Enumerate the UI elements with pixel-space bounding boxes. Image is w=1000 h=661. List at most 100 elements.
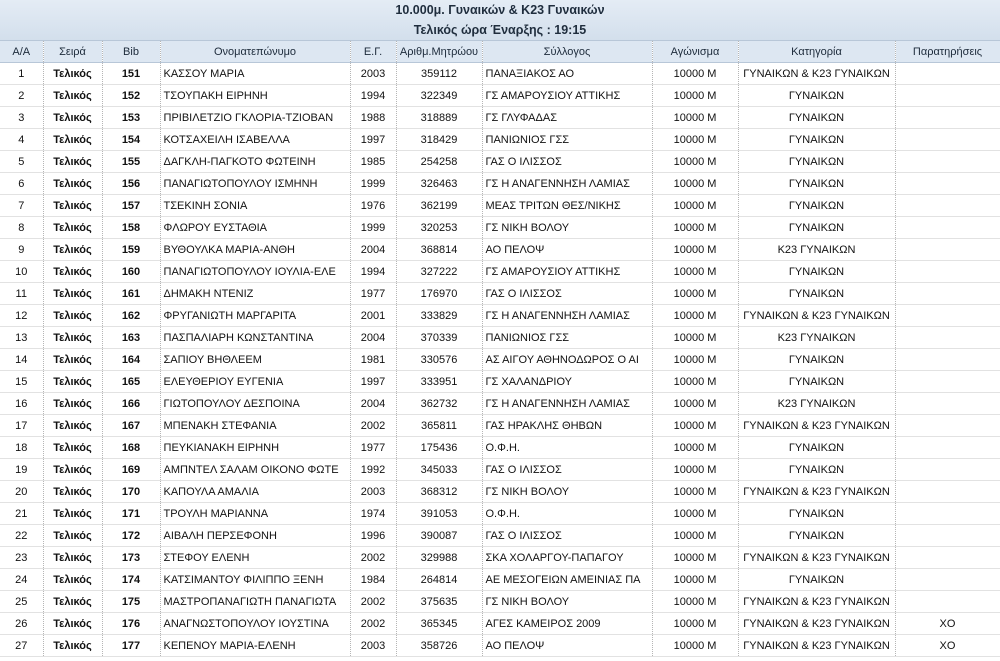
birth-year: 2002 bbox=[350, 547, 396, 569]
athlete-name: ΚΑΤΣΙΜΑΝΤΟΥ ΦΙΛΙΠΠΟ ΞΕΝΗ bbox=[160, 569, 350, 591]
notes bbox=[895, 415, 1000, 437]
athlete-name: ΔΑΓΚΛΗ-ΠΑΓΚΟΤΟ ΦΩΤΕΙΝΗ bbox=[160, 151, 350, 173]
event: 10000 M bbox=[652, 173, 738, 195]
heat: Τελικός bbox=[43, 481, 102, 503]
athlete-name: ΚΑΣΣΟΥ ΜΑΡΙΑ bbox=[160, 63, 350, 85]
athlete-name: ΚΕΠΕΝΟΥ ΜΑΡΙΑ-ΕΛΕΝΗ bbox=[160, 635, 350, 657]
notes bbox=[895, 195, 1000, 217]
category: ΓΥΝΑΙΚΩΝ & Κ23 ΓΥΝΑΙΚΩΝ bbox=[738, 415, 895, 437]
row-number: 18 bbox=[0, 437, 43, 459]
heat: Τελικός bbox=[43, 129, 102, 151]
bib: 154 bbox=[102, 129, 160, 151]
event: 10000 M bbox=[652, 569, 738, 591]
column-header: Αριθμ.Μητρώου bbox=[396, 41, 482, 63]
birth-year: 2003 bbox=[350, 63, 396, 85]
notes bbox=[895, 283, 1000, 305]
bib: 175 bbox=[102, 591, 160, 613]
club: ΓΑΣ Ο ΙΛΙΣΣΟΣ bbox=[482, 525, 652, 547]
notes bbox=[895, 107, 1000, 129]
registry-number: 320253 bbox=[396, 217, 482, 239]
bib: 170 bbox=[102, 481, 160, 503]
bib: 166 bbox=[102, 393, 160, 415]
heat: Τελικός bbox=[43, 371, 102, 393]
birth-year: 1996 bbox=[350, 525, 396, 547]
registry-number: 254258 bbox=[396, 151, 482, 173]
bib: 169 bbox=[102, 459, 160, 481]
report-header: 10.000μ. Γυναικών & Κ23 Γυναικών Τελικός… bbox=[0, 0, 1000, 41]
athlete-name: ΓΙΩΤΟΠΟΥΛΟΥ ΔΕΣΠΟΙΝΑ bbox=[160, 393, 350, 415]
registry-number: 329988 bbox=[396, 547, 482, 569]
club: ΓΑΣ Ο ΙΛΙΣΣΟΣ bbox=[482, 459, 652, 481]
notes bbox=[895, 459, 1000, 481]
row-number: 10 bbox=[0, 261, 43, 283]
notes bbox=[895, 327, 1000, 349]
event: 10000 M bbox=[652, 415, 738, 437]
row-number: 15 bbox=[0, 371, 43, 393]
registry-number: 318429 bbox=[396, 129, 482, 151]
club: ΓΣ Η ΑΝΑΓΕΝΝΗΣΗ ΛΑΜΙΑΣ bbox=[482, 305, 652, 327]
bib: 158 bbox=[102, 217, 160, 239]
table-row: 26Τελικός176ΑΝΑΓΝΩΣΤΟΠΟΥΛΟΥ ΙΟΥΣΤΙΝΑ2002… bbox=[0, 613, 1000, 635]
category: Κ23 ΓΥΝΑΙΚΩΝ bbox=[738, 393, 895, 415]
category: ΓΥΝΑΙΚΩΝ bbox=[738, 349, 895, 371]
registry-number: 375635 bbox=[396, 591, 482, 613]
heat: Τελικός bbox=[43, 459, 102, 481]
bib: 177 bbox=[102, 635, 160, 657]
athlete-name: ΕΛΕΥΘΕΡΙΟΥ ΕΥΓΕΝΙΑ bbox=[160, 371, 350, 393]
club: ΓΣ Η ΑΝΑΓΕΝΝΗΣΗ ΛΑΜΙΑΣ bbox=[482, 393, 652, 415]
athlete-name: ΤΡΟΥΛΗ ΜΑΡΙΑΝΝΑ bbox=[160, 503, 350, 525]
heat: Τελικός bbox=[43, 305, 102, 327]
row-number: 24 bbox=[0, 569, 43, 591]
heat: Τελικός bbox=[43, 415, 102, 437]
category: Κ23 ΓΥΝΑΙΚΩΝ bbox=[738, 239, 895, 261]
athlete-name: ΒΥΘΟΥΛΚΑ ΜΑΡΙΑ-ΑΝΘΗ bbox=[160, 239, 350, 261]
event: 10000 M bbox=[652, 129, 738, 151]
category: ΓΥΝΑΙΚΩΝ & Κ23 ΓΥΝΑΙΚΩΝ bbox=[738, 613, 895, 635]
athlete-name: ΜΑΣΤΡΟΠΑΝΑΓΙΩΤΗ ΠΑΝΑΓΙΩΤΑ bbox=[160, 591, 350, 613]
table-row: 9Τελικός159ΒΥΘΟΥΛΚΑ ΜΑΡΙΑ-ΑΝΘΗ2004368814… bbox=[0, 239, 1000, 261]
club: ΓΣ Η ΑΝΑΓΕΝΝΗΣΗ ΛΑΜΙΑΣ bbox=[482, 173, 652, 195]
birth-year: 1981 bbox=[350, 349, 396, 371]
athlete-name: ΦΡΥΓΑΝΙΩΤΗ ΜΑΡΓΑΡΙΤΑ bbox=[160, 305, 350, 327]
club: ΑΕ ΜΕΣΟΓΕΙΩΝ ΑΜΕΙΝΙΑΣ ΠΑ bbox=[482, 569, 652, 591]
heat: Τελικός bbox=[43, 239, 102, 261]
birth-year: 1992 bbox=[350, 459, 396, 481]
table-row: 14Τελικός164ΣΑΠΙΟΥ ΒΗΘΛΕΕΜ1981330576ΑΣ Α… bbox=[0, 349, 1000, 371]
table-row: 7Τελικός157ΤΣΕΚΙΝΗ ΣΟΝΙΑ1976362199ΜΕΑΣ Τ… bbox=[0, 195, 1000, 217]
category: ΓΥΝΑΙΚΩΝ bbox=[738, 217, 895, 239]
column-header: Bib bbox=[102, 41, 160, 63]
table-row: 21Τελικός171ΤΡΟΥΛΗ ΜΑΡΙΑΝΝΑ1974391053Ο.Φ… bbox=[0, 503, 1000, 525]
heat: Τελικός bbox=[43, 195, 102, 217]
row-number: 19 bbox=[0, 459, 43, 481]
notes bbox=[895, 371, 1000, 393]
birth-year: 1985 bbox=[350, 151, 396, 173]
row-number: 9 bbox=[0, 239, 43, 261]
heat: Τελικός bbox=[43, 437, 102, 459]
notes bbox=[895, 63, 1000, 85]
athlete-name: ΚΟΤΣΑΧΕΙΛΗ ΙΣΑΒΕΛΛΑ bbox=[160, 129, 350, 151]
event: 10000 M bbox=[652, 195, 738, 217]
bib: 173 bbox=[102, 547, 160, 569]
birth-year: 2002 bbox=[350, 415, 396, 437]
bib: 155 bbox=[102, 151, 160, 173]
club: ΑΣ ΑΙΓΟΥ ΑΘΗΝΟΔΩΡΟΣ Ο ΑΙ bbox=[482, 349, 652, 371]
heat: Τελικός bbox=[43, 261, 102, 283]
row-number: 11 bbox=[0, 283, 43, 305]
header-row: Α/ΑΣειράBibΟνοματεπώνυμοΕ.Γ.Αριθμ.Μητρώο… bbox=[0, 41, 1000, 63]
column-header: Σειρά bbox=[43, 41, 102, 63]
heat: Τελικός bbox=[43, 63, 102, 85]
notes: ΧΟ bbox=[895, 613, 1000, 635]
notes bbox=[895, 525, 1000, 547]
birth-year: 2003 bbox=[350, 635, 396, 657]
table-body: 1Τελικός151ΚΑΣΣΟΥ ΜΑΡΙΑ2003359112ΠΑΝΑΞΙΑ… bbox=[0, 63, 1000, 657]
bib: 156 bbox=[102, 173, 160, 195]
row-number: 25 bbox=[0, 591, 43, 613]
row-number: 27 bbox=[0, 635, 43, 657]
row-number: 12 bbox=[0, 305, 43, 327]
bib: 167 bbox=[102, 415, 160, 437]
notes bbox=[895, 305, 1000, 327]
club: ΓΣ ΓΛΥΦΑΔΑΣ bbox=[482, 107, 652, 129]
event: 10000 M bbox=[652, 283, 738, 305]
registry-number: 345033 bbox=[396, 459, 482, 481]
table-row: 12Τελικός162ΦΡΥΓΑΝΙΩΤΗ ΜΑΡΓΑΡΙΤΑ20013338… bbox=[0, 305, 1000, 327]
